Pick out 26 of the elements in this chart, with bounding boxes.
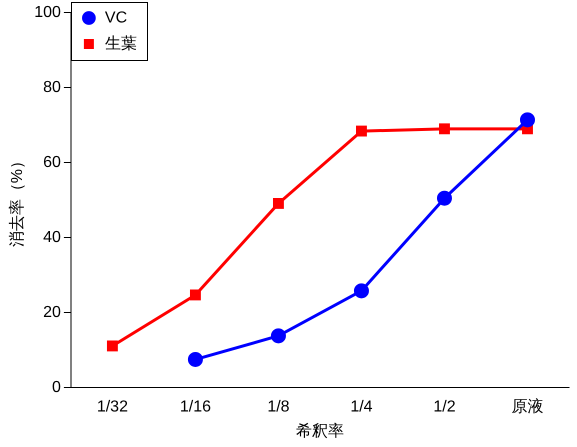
x-axis-title: 希釈率 [296, 422, 344, 440]
y-axis-title: 消去率（%） [8, 152, 26, 248]
x-tick-label: 1/32 [96, 398, 128, 416]
x-tick-label: 1/4 [350, 398, 373, 416]
point [356, 126, 367, 137]
y-tick-label: 80 [43, 79, 61, 96]
point [520, 112, 535, 128]
point [270, 328, 286, 344]
y-tick-label: 40 [43, 229, 61, 246]
legend-label: 生葉 [104, 34, 137, 52]
legend-label: VC [104, 9, 128, 26]
y-tick-label: 60 [43, 154, 61, 172]
point [190, 290, 201, 300]
x-tick-label: 原液 [511, 398, 544, 416]
point [106, 340, 118, 352]
point [439, 123, 450, 134]
y-tick-label: 0 [52, 379, 61, 396]
x-tick-label: 1/16 [180, 398, 212, 416]
y-tick-label: 100 [34, 4, 61, 22]
point [354, 283, 369, 298]
point [272, 198, 284, 209]
point [188, 352, 203, 367]
x-tick-label: 1/8 [267, 398, 290, 416]
point [436, 190, 452, 206]
y-tick-label: 20 [43, 304, 61, 322]
x-tick-label: 1/2 [433, 398, 456, 416]
